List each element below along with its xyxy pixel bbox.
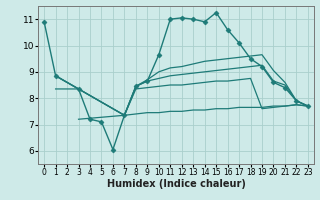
X-axis label: Humidex (Indice chaleur): Humidex (Indice chaleur) [107,179,245,189]
